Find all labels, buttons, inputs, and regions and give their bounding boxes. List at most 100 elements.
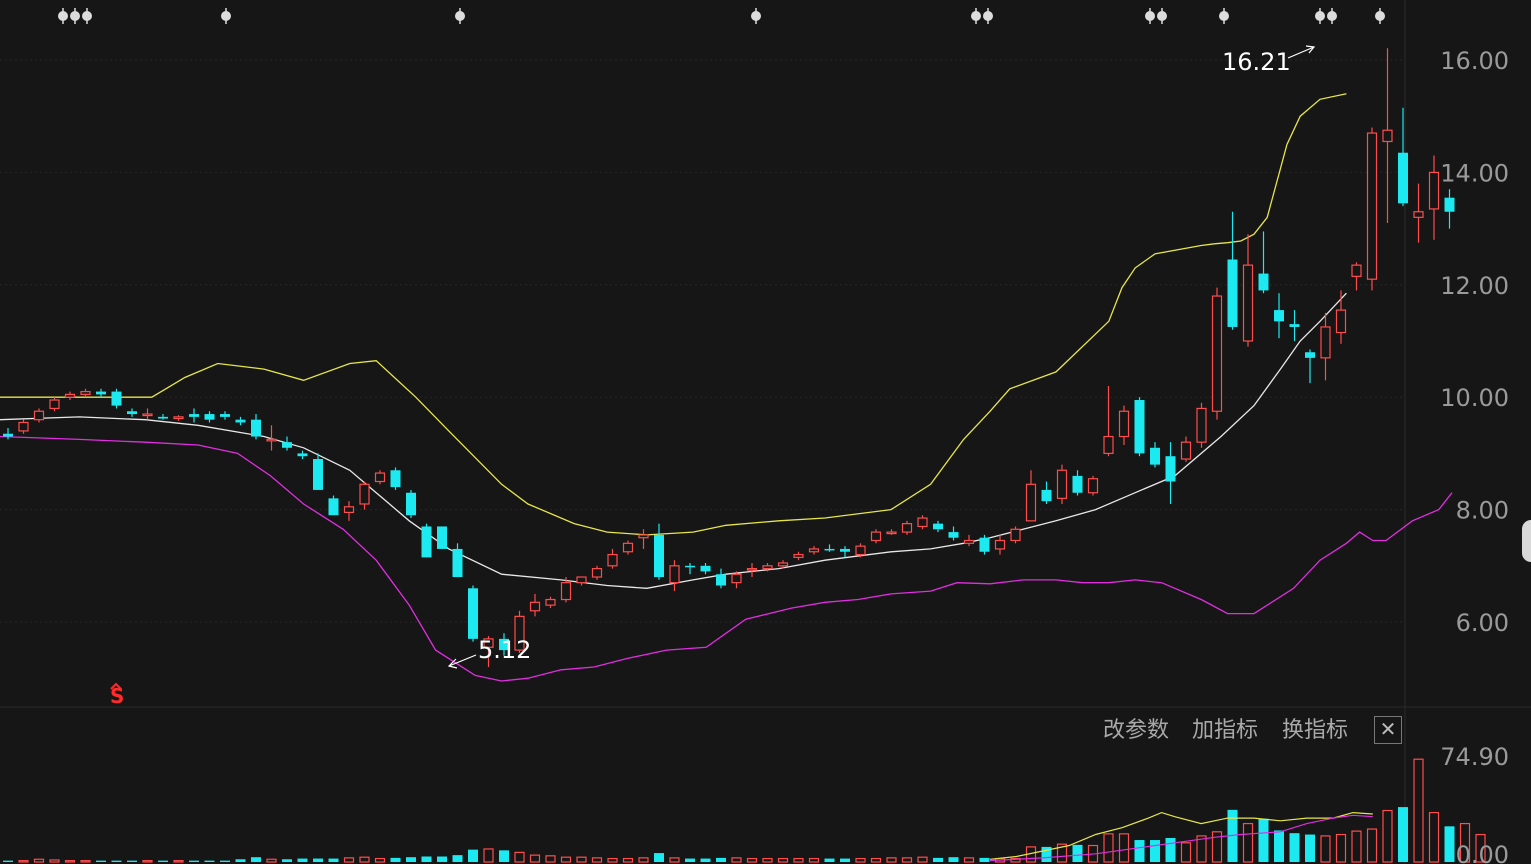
candle-body — [1025, 483, 1037, 522]
candle — [622, 540, 634, 555]
candle-body — [622, 542, 634, 553]
switch-indicator-button[interactable]: 换指标 — [1282, 718, 1349, 743]
candle — [700, 562, 711, 575]
candle — [886, 529, 897, 535]
volume-bar — [49, 859, 60, 863]
volume-bar — [1475, 833, 1486, 863]
volume-bar — [452, 855, 463, 862]
candle-body — [1320, 326, 1331, 359]
high-arrow — [1287, 46, 1315, 59]
candle — [808, 546, 820, 555]
add-indicator-button[interactable]: 加指标 — [1192, 718, 1259, 743]
candle — [158, 414, 168, 420]
candle — [1242, 234, 1254, 347]
boll-mid-line — [0, 292, 1347, 589]
candle — [963, 534, 975, 547]
side-panel-handle[interactable] — [1522, 520, 1531, 562]
candle — [1258, 231, 1269, 294]
volume-bar — [1274, 830, 1284, 862]
candle — [343, 501, 355, 521]
volume-bar — [1134, 840, 1145, 862]
candle-body — [1398, 152, 1408, 204]
candle — [359, 481, 370, 510]
candle — [777, 560, 789, 569]
candle-body — [421, 526, 432, 558]
volume-bar — [669, 857, 680, 863]
candle-body — [266, 438, 277, 442]
high-price-label: 16.21 — [1222, 48, 1291, 76]
candle — [452, 543, 463, 578]
candle-body — [142, 413, 153, 417]
candle-body — [840, 548, 850, 552]
volume-bar — [343, 857, 355, 863]
volume-bar — [1258, 818, 1269, 862]
event-marker — [1145, 8, 1167, 24]
candle-body — [576, 576, 587, 584]
candle-body — [700, 565, 711, 572]
candle — [901, 520, 913, 535]
volume-bar — [251, 857, 261, 862]
candle-body — [468, 588, 478, 639]
volume-bar — [1351, 830, 1362, 863]
volume-bar — [204, 860, 215, 862]
candle — [468, 585, 478, 642]
candle-body — [994, 539, 1006, 550]
candle-body — [452, 548, 463, 578]
price-tick-label: 10.00 — [1440, 384, 1509, 412]
candle — [421, 523, 432, 558]
volume-bar — [746, 857, 758, 863]
volume-axis-labels: 74.90 0.00 — [1440, 743, 1509, 864]
volume-bar — [591, 857, 603, 863]
candle-body — [437, 526, 447, 549]
volume-bar — [328, 858, 339, 862]
modify-params-button[interactable]: 改参数 — [1103, 718, 1170, 743]
candle — [1413, 183, 1424, 243]
candle — [251, 414, 261, 440]
volume-bar — [576, 856, 587, 863]
candle — [545, 596, 556, 608]
candle-body — [1103, 435, 1114, 455]
candle — [1180, 436, 1192, 462]
volume-bar — [1180, 842, 1192, 863]
candle-body — [855, 545, 866, 556]
candle-body — [917, 517, 928, 528]
candle-body — [1180, 441, 1192, 460]
volume-bar — [870, 857, 882, 863]
close-indicator-button[interactable]: ✕ — [1374, 716, 1402, 744]
candle — [282, 436, 292, 451]
candle-body — [1444, 197, 1455, 212]
candle — [1196, 402, 1207, 448]
volume-bar — [18, 860, 29, 863]
event-marker — [1219, 8, 1229, 24]
candle-body — [1413, 211, 1424, 218]
volume-bar — [1165, 837, 1176, 862]
candle — [64, 391, 76, 401]
candle-body — [746, 568, 758, 571]
candle-body — [204, 414, 215, 420]
candle-body — [406, 492, 416, 516]
candle — [483, 636, 494, 667]
candle-body — [499, 638, 509, 651]
volume-bar — [948, 857, 959, 862]
candle — [870, 529, 882, 544]
candle-body — [1428, 171, 1440, 210]
candle — [1305, 349, 1315, 384]
candle-body — [374, 472, 386, 483]
candle-body — [189, 414, 199, 417]
candle-body — [1041, 489, 1052, 502]
volume-bar — [654, 853, 664, 862]
volume-bar — [1320, 835, 1331, 863]
candle — [1010, 526, 1021, 544]
candle — [716, 568, 726, 589]
candle-body — [638, 534, 649, 539]
volume-bar — [793, 857, 804, 863]
candle-body — [591, 568, 603, 578]
candle-body — [901, 523, 913, 533]
volume-bar — [963, 857, 975, 863]
candle — [1134, 397, 1145, 457]
event-marker — [1315, 8, 1337, 24]
candlestick-series — [3, 48, 1455, 667]
candle — [204, 411, 215, 423]
candle-body — [80, 390, 91, 395]
volume-bar — [1398, 807, 1408, 862]
